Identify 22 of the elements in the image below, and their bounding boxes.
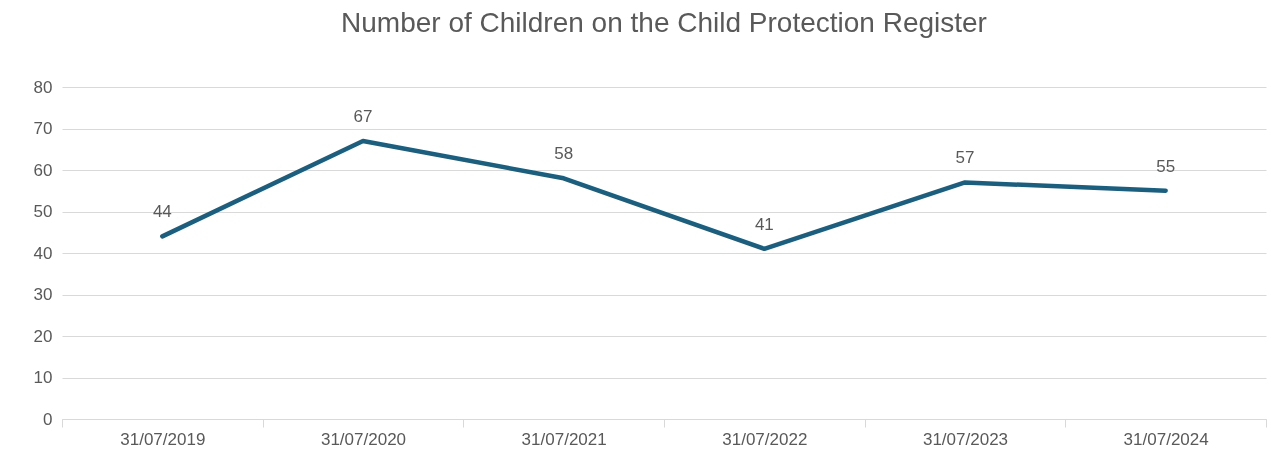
- y-tick-label: 70: [33, 119, 53, 138]
- data-label: 58: [554, 144, 574, 164]
- y-tick-label: 0: [43, 409, 53, 429]
- data-label: 41: [754, 214, 774, 234]
- data-label: 67: [353, 106, 373, 126]
- data-label: 44: [152, 202, 172, 222]
- y-tick-label: 30: [33, 285, 53, 304]
- y-tick-label: 20: [33, 326, 53, 346]
- x-tick-label: 31/07/2019: [120, 429, 206, 449]
- chart-title: Number of Children on the Child Protection Register: [341, 7, 987, 38]
- x-tick-label: 31/07/2024: [1123, 429, 1209, 449]
- y-tick-label: 40: [33, 243, 53, 263]
- x-tick-label: 31/07/2022: [722, 429, 808, 449]
- x-tick-label: 31/07/2020: [320, 429, 407, 449]
- y-tick-label: 50: [33, 202, 53, 221]
- y-tick-label: 10: [33, 368, 53, 387]
- x-tick-label: 31/07/2021: [521, 429, 607, 449]
- data-label: 55: [1156, 156, 1176, 176]
- y-tick-label: 80: [33, 77, 53, 97]
- x-tick-label: 31/07/2023: [922, 429, 1009, 449]
- data-label: 57: [955, 148, 975, 168]
- y-tick-label: 60: [33, 160, 53, 180]
